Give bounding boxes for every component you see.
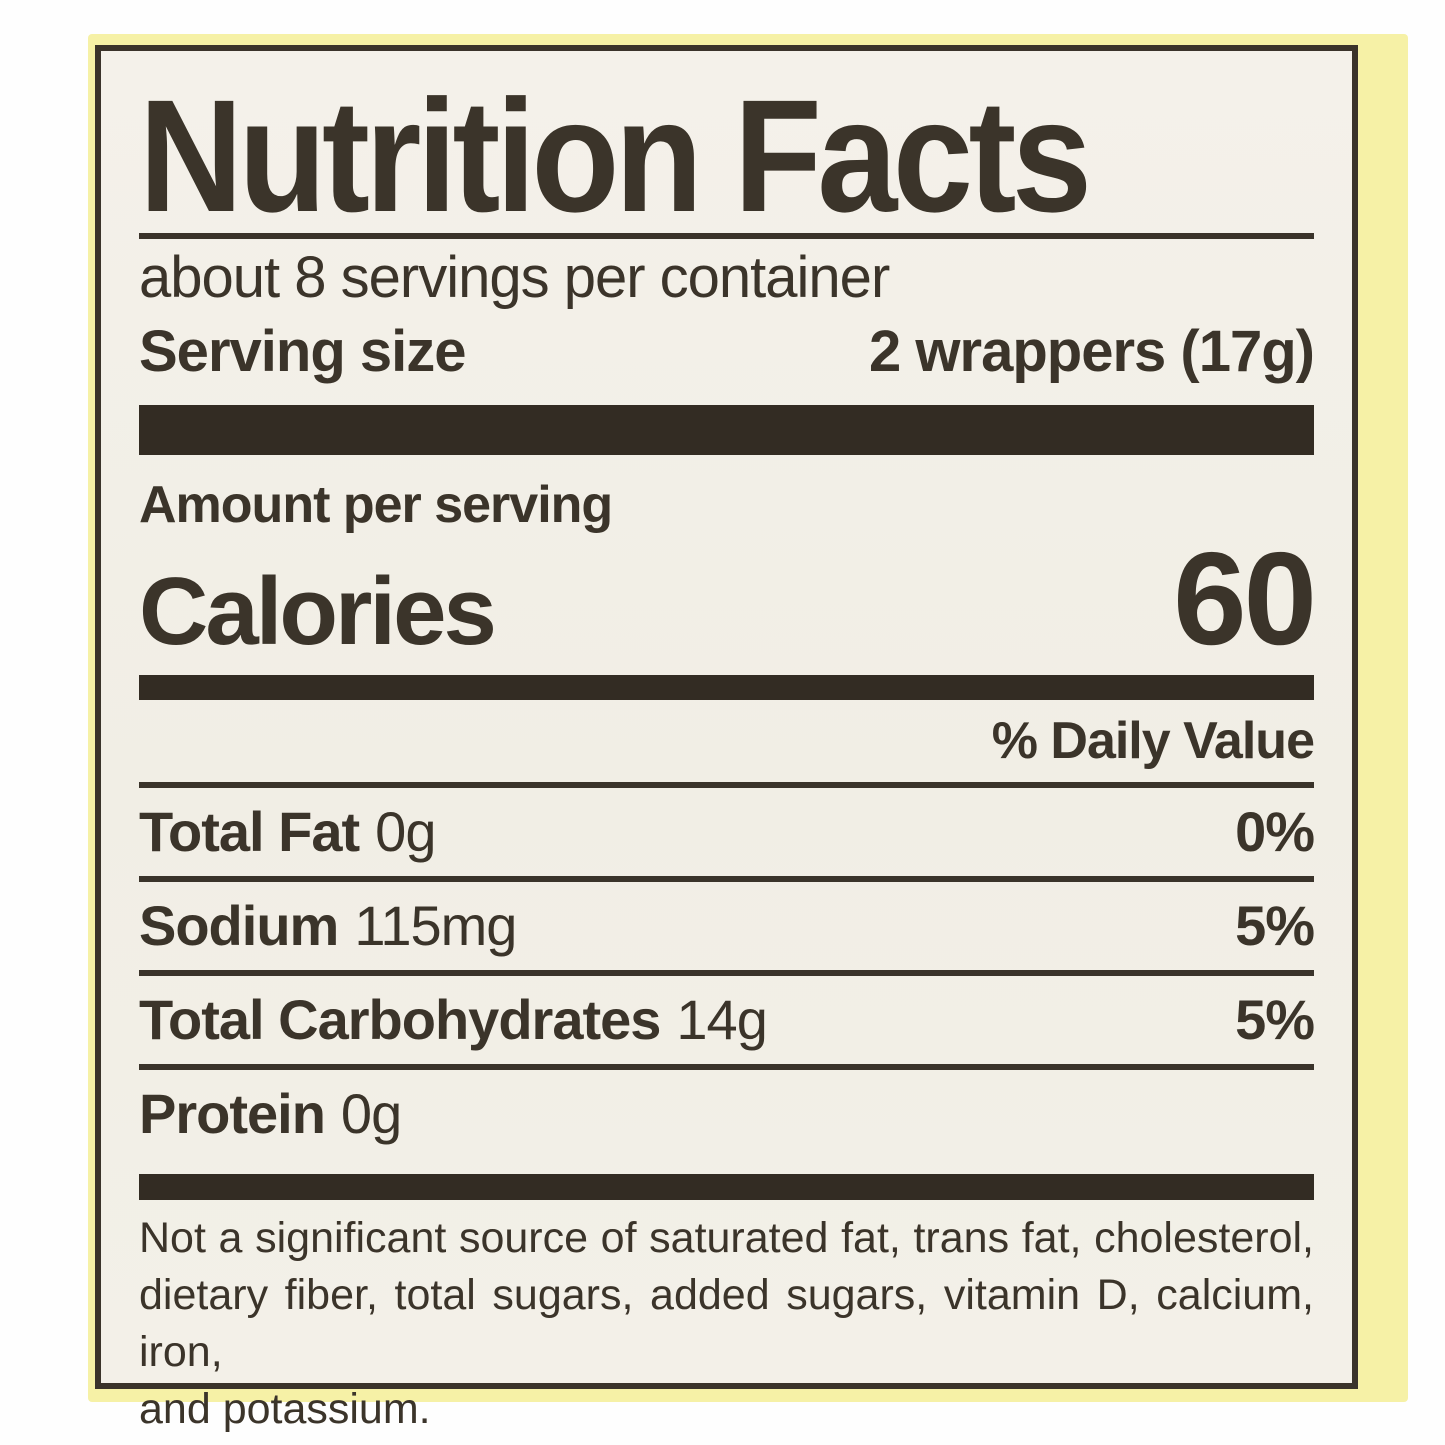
nutrition-facts-label: Nutrition Facts about 8 servings per con… — [95, 45, 1358, 1433]
nutrient-daily-value: 5% — [1235, 988, 1315, 1051]
calories-row: Calories 60 — [139, 525, 1317, 672]
nutrient-name-amount: Total Carbohydrates 14g — [139, 988, 768, 1052]
nutrient-name: Total Carbohydrates — [139, 988, 661, 1051]
serving-size-label: Serving size — [139, 319, 466, 384]
row-divider — [139, 1064, 1314, 1070]
servings-per-container: about 8 servings per container — [139, 245, 890, 310]
nutrient-name-amount: Total Fat 0g — [139, 800, 436, 864]
footnote-bar — [139, 1174, 1314, 1200]
calories-value: 60 — [1173, 525, 1317, 672]
amount-per-serving-label: Amount per serving — [139, 476, 613, 534]
footnote-line: Not a significant source of saturated fa… — [139, 1214, 1314, 1262]
nutrient-amount: 0g — [375, 800, 436, 863]
label-title: Nutrition Facts — [139, 66, 1092, 245]
nutrient-amount: 115mg — [354, 894, 517, 957]
row-divider — [139, 876, 1314, 882]
nutrient-row-sodium: Sodium 115mg 5% — [139, 882, 1315, 970]
nutrient-amount: 14g — [676, 988, 767, 1051]
title-divider — [139, 233, 1314, 239]
nutrient-name-amount: Sodium 115mg — [139, 894, 517, 958]
footnote: Not a significant source of saturated fa… — [139, 1210, 1314, 1438]
nutrient-name: Protein — [139, 1082, 326, 1145]
daily-value-divider — [139, 782, 1314, 788]
row-divider — [139, 970, 1314, 976]
nutrient-row-protein: Protein 0g — [139, 1070, 1314, 1158]
calories-divider-bar — [139, 675, 1314, 700]
nutrient-name-amount: Protein 0g — [139, 1082, 402, 1146]
calories-label: Calories — [139, 558, 497, 665]
daily-value-header: % Daily Value — [991, 712, 1315, 770]
serving-size-value: 2 wrappers (17g) — [869, 319, 1315, 384]
nutrient-daily-value: 0% — [1235, 800, 1315, 863]
nutrient-name: Total Fat — [139, 800, 360, 863]
footnote-line: dietary fiber, total sugars, added sugar… — [139, 1271, 1314, 1376]
footnote-line: and potassium. — [139, 1385, 431, 1433]
serving-size-row: Serving size 2 wrappers (17g) — [139, 319, 1315, 385]
nutrient-row-total-fat: Total Fat 0g 0% — [139, 788, 1315, 876]
nutrient-amount: 0g — [340, 1082, 402, 1145]
nutrient-name: Sodium — [139, 894, 339, 957]
section-bar-thick — [139, 405, 1314, 455]
nutrient-row-total-carbohydrates: Total Carbohydrates 14g 5% — [139, 976, 1315, 1064]
nutrient-daily-value: 5% — [1235, 894, 1315, 957]
